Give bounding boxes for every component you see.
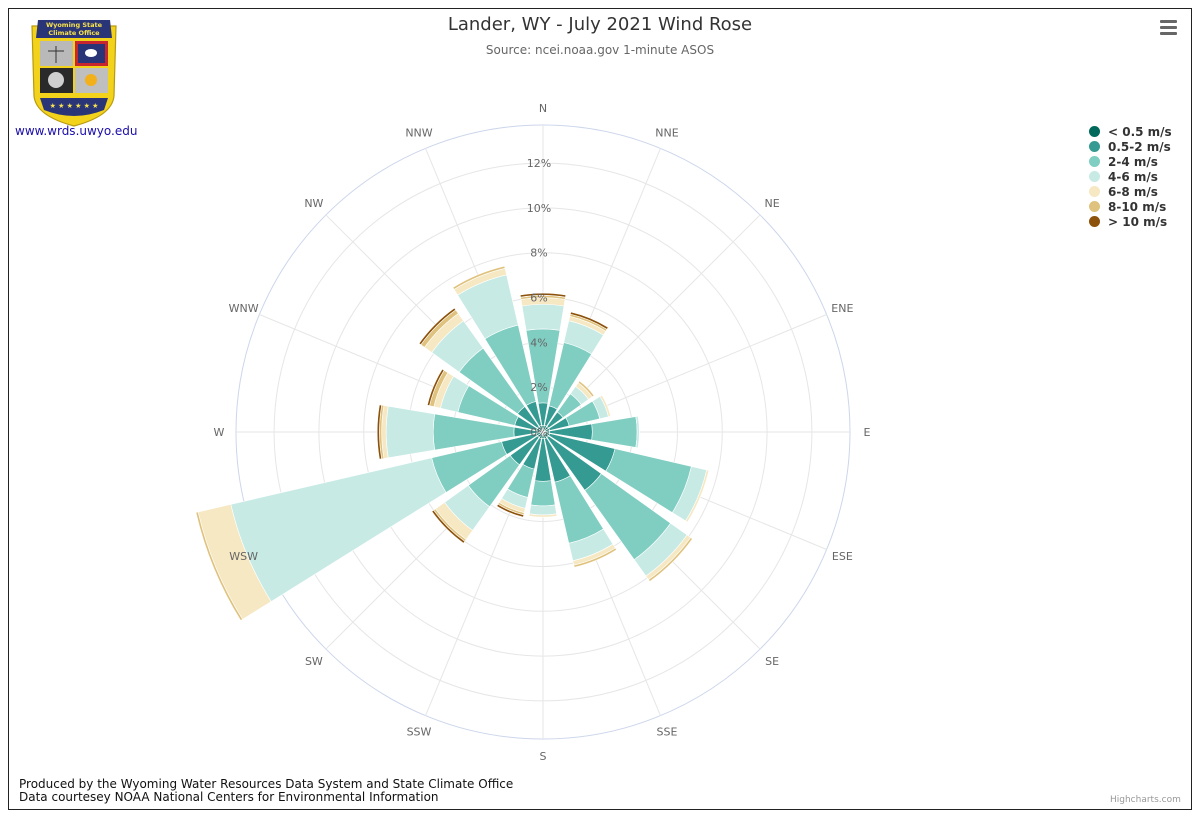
- chart-title: Lander, WY - July 2021 Wind Rose: [447, 14, 753, 35]
- legend-marker-2: [1089, 156, 1100, 167]
- bar-S-series-2: [530, 480, 556, 507]
- direction-label-SE: SE: [765, 655, 779, 668]
- bar-WSW-series-5: [195, 511, 243, 621]
- bar-N-series-6: [519, 292, 567, 298]
- legend-label-6: > 10 m/s: [1108, 214, 1168, 229]
- direction-label-N: N: [539, 102, 547, 115]
- bar-W-series-3: [385, 405, 436, 459]
- radial-tick-label-2: 4%: [530, 336, 547, 349]
- footer: Produced by the Wyoming Water Resources …: [19, 778, 513, 804]
- direction-label-SSE: SSE: [657, 725, 678, 738]
- direction-label-SW: SW: [305, 655, 323, 668]
- radial-tick-label-1: 2%: [530, 381, 547, 394]
- bar-NNW-series-5: [452, 265, 506, 290]
- direction-label-ESE: ESE: [832, 550, 853, 563]
- bar-S-series-4: [528, 513, 558, 518]
- wrds-website-link[interactable]: www.wrds.uwyo.edu: [15, 124, 138, 138]
- legend-marker-3: [1089, 171, 1100, 182]
- legend-marker-5: [1089, 201, 1100, 212]
- bar-SSW-series-6: [496, 503, 525, 518]
- svg-text:★ ★ ★ ★ ★ ★: ★ ★ ★ ★ ★ ★: [50, 102, 99, 110]
- direction-label-WNW: WNW: [229, 302, 259, 315]
- radial-tick-label-0: 0%: [530, 426, 547, 439]
- legend-marker-0: [1089, 126, 1100, 137]
- legend-marker-4: [1089, 186, 1100, 197]
- bar-NW-series-6: [418, 307, 457, 346]
- legend-marker-1: [1089, 141, 1100, 152]
- legend-label-5: 8-10 m/s: [1108, 199, 1167, 214]
- highcharts-credits[interactable]: Highcharts.com: [1110, 795, 1181, 805]
- bar-SW-series-6: [431, 509, 466, 544]
- bar-ENE-series-4: [599, 394, 612, 418]
- bar-SE-series-5: [648, 537, 693, 582]
- bar-ESE-series-4: [685, 469, 710, 523]
- direction-label-WSW: WSW: [229, 550, 258, 563]
- direction-label-E: E: [864, 426, 871, 439]
- radial-tick-label-4: 8%: [530, 247, 547, 260]
- chart-subtitle: Source: ncei.noaa.gov 1-minute ASOS: [485, 43, 715, 57]
- legend-item-3[interactable]: 4-6 m/s: [1089, 169, 1172, 184]
- legend-item-6[interactable]: > 10 m/s: [1089, 214, 1172, 229]
- direction-label-NNE: NNE: [655, 127, 678, 140]
- radial-tick-label-5: 10%: [527, 202, 551, 215]
- bar-WNW-series-6: [426, 368, 445, 407]
- legend: < 0.5 m/s 0.5-2 m/s 2-4 m/s 4-6 m/s 6-8 m/s 8…: [1089, 124, 1172, 229]
- legend-label-4: 6-8 m/s: [1108, 184, 1158, 199]
- direction-label-W: W: [214, 426, 225, 439]
- direction-label-SSW: SSW: [407, 725, 432, 738]
- direction-label-NW: NW: [304, 197, 323, 210]
- legend-item-4[interactable]: 6-8 m/s: [1089, 184, 1172, 199]
- bar-NE-series-5: [577, 380, 595, 398]
- legend-label-0: < 0.5 m/s: [1108, 124, 1172, 139]
- direction-label-NNW: NNW: [405, 127, 432, 140]
- direction-label-S: S: [540, 750, 547, 763]
- legend-item-1[interactable]: 0.5-2 m/s: [1089, 139, 1172, 154]
- legend-marker-6: [1089, 216, 1100, 227]
- radial-tick-label-3: 6%: [530, 292, 547, 305]
- radial-tick-label-6: 12%: [527, 157, 551, 170]
- bar-W-series-6: [376, 404, 382, 460]
- footer-line-1: Produced by the Wyoming Water Resources …: [19, 777, 514, 791]
- logo-banner-line1: Wyoming State: [46, 21, 103, 29]
- direction-label-NE: NE: [765, 197, 780, 210]
- legend-item-0[interactable]: < 0.5 m/s: [1089, 124, 1172, 139]
- bar-WSW-series-3: [230, 457, 447, 602]
- bar-E-series-3: [635, 415, 640, 449]
- logo-banner-line2: Climate Office: [48, 29, 100, 37]
- footer-line-2: Data courtesey NOAA National Centers for…: [19, 790, 439, 804]
- bar-NNE-series-6: [569, 311, 609, 330]
- legend-item-5[interactable]: 8-10 m/s: [1089, 199, 1172, 214]
- bar-SSE-series-5: [573, 547, 617, 568]
- climate-office-logo: Wyoming State Climate Office ★ ★ ★ ★ ★ ★: [31, 20, 117, 127]
- legend-label-2: 2-4 m/s: [1108, 154, 1158, 169]
- bar-N-series-3: [521, 304, 565, 331]
- bar-E-series-2: [591, 416, 638, 448]
- legend-label-1: 0.5-2 m/s: [1108, 139, 1171, 154]
- hamburger-menu-icon[interactable]: [1158, 20, 1180, 40]
- bar-S-series-3: [529, 504, 557, 516]
- legend-label-3: 4-6 m/s: [1108, 169, 1158, 184]
- direction-label-ENE: ENE: [831, 302, 853, 315]
- legend-item-2[interactable]: 2-4 m/s: [1089, 154, 1172, 169]
